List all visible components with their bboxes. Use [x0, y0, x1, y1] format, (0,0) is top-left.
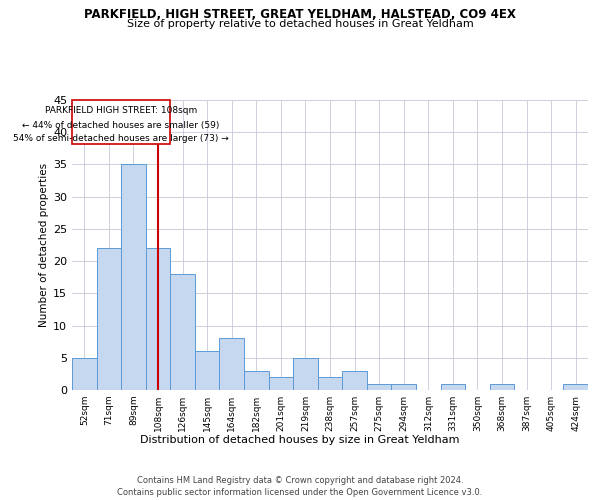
Bar	[220, 338, 244, 390]
Y-axis label: Number of detached properties: Number of detached properties	[39, 163, 49, 327]
Bar	[318, 377, 342, 390]
Text: Contains HM Land Registry data © Crown copyright and database right 2024.: Contains HM Land Registry data © Crown c…	[137, 476, 463, 485]
Bar	[146, 248, 170, 390]
Text: Distribution of detached houses by size in Great Yeldham: Distribution of detached houses by size …	[140, 435, 460, 445]
Bar	[195, 352, 220, 390]
Text: 54% of semi-detached houses are larger (73) →: 54% of semi-detached houses are larger (…	[13, 134, 229, 143]
Bar	[97, 248, 121, 390]
Bar	[269, 377, 293, 390]
Bar	[72, 358, 97, 390]
Bar	[342, 370, 367, 390]
Bar	[121, 164, 146, 390]
Text: Size of property relative to detached houses in Great Yeldham: Size of property relative to detached ho…	[127, 19, 473, 29]
Bar	[367, 384, 391, 390]
Bar	[490, 384, 514, 390]
Bar	[391, 384, 416, 390]
Text: ← 44% of detached houses are smaller (59): ← 44% of detached houses are smaller (59…	[22, 120, 220, 130]
Text: Contains public sector information licensed under the Open Government Licence v3: Contains public sector information licen…	[118, 488, 482, 497]
Text: PARKFIELD, HIGH STREET, GREAT YELDHAM, HALSTEAD, CO9 4EX: PARKFIELD, HIGH STREET, GREAT YELDHAM, H…	[84, 8, 516, 20]
Bar	[170, 274, 195, 390]
Bar	[563, 384, 588, 390]
Bar	[72, 100, 170, 144]
Bar	[244, 370, 269, 390]
Bar	[440, 384, 465, 390]
Bar	[293, 358, 318, 390]
Text: PARKFIELD HIGH STREET: 108sqm: PARKFIELD HIGH STREET: 108sqm	[45, 106, 197, 116]
